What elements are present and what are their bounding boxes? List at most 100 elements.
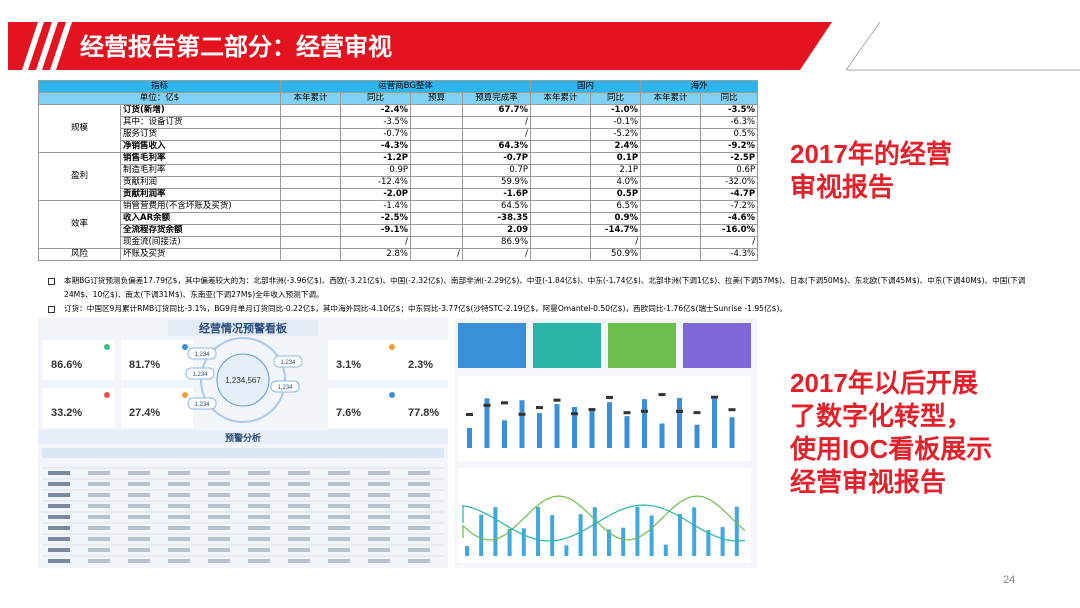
value-cell: -0.7P [462, 152, 532, 165]
value-cell: / [700, 236, 759, 249]
value-cell [280, 176, 342, 189]
value-cell: -4.3% [700, 248, 759, 261]
cell-text [208, 515, 230, 519]
cell-text [168, 493, 190, 497]
value-cell [410, 116, 464, 129]
deco-bar [694, 424, 700, 448]
kpi-dot [182, 392, 188, 398]
value-cell [640, 140, 702, 153]
cell-text [408, 526, 430, 530]
tabs [42, 448, 444, 458]
value-cell [410, 164, 464, 177]
side-line: 使用IOC看板展示 [790, 434, 993, 464]
cell-text [328, 515, 350, 519]
badge [187, 347, 217, 360]
badge [270, 380, 300, 393]
value-cell: -0.1% [590, 116, 642, 129]
kpi-value: 33.2% [51, 407, 82, 419]
note: 本期BG订货预测负偏差17.79亿$，其中偏差较大的为：北部非洲(-3.96亿$… [48, 274, 1048, 302]
value-cell: / [590, 236, 642, 249]
deco-bar [720, 527, 725, 556]
value-cell: 86.9% [462, 236, 532, 249]
cell-text [88, 482, 110, 486]
badge [187, 397, 217, 410]
value-cell [640, 104, 702, 117]
note-text: 订货：中国区9月累计RMB订货同比-3.1%，BG9月单月订货同比-0.22亿$… [64, 304, 787, 313]
value-cell: -14.7% [590, 224, 642, 237]
cell-text [288, 504, 310, 508]
value-cell: 67.7% [462, 104, 532, 117]
cell-text [168, 526, 190, 530]
deco-bar [578, 514, 583, 556]
kpi-card [328, 388, 400, 428]
deco-bar [536, 506, 540, 556]
header-cell: 海外 [640, 80, 759, 93]
value-cell [410, 176, 464, 189]
ring [216, 353, 270, 407]
value-cell [280, 140, 342, 153]
cell-text [288, 471, 310, 475]
cell-text [328, 504, 350, 508]
table-row: 全流程存货余额 -9.1% 2.09 -14.7% -16.0% [39, 224, 759, 237]
cell-text [88, 504, 110, 508]
card [683, 323, 751, 368]
value-cell: 0.5% [700, 128, 759, 141]
header-cell: 指标 [37, 80, 282, 93]
value-cell: 2.09 [462, 224, 532, 237]
deco-bar [507, 528, 512, 556]
cell-text [48, 471, 70, 475]
cell-text [128, 504, 150, 508]
cell-text [48, 537, 70, 541]
cell-text [48, 493, 70, 497]
row-label: 订货(新增) [119, 104, 282, 117]
cell-text [208, 526, 230, 530]
side-line: 2017年以后开展 [790, 368, 978, 398]
cell-text [328, 559, 350, 563]
deco-tick [658, 393, 666, 397]
value-cell [640, 212, 702, 225]
value-cell: / [340, 236, 412, 249]
cell-text [88, 515, 110, 519]
deco-bar [592, 507, 597, 556]
header-cell: 同比 [700, 92, 759, 105]
deco-bar [607, 529, 611, 556]
stripe [50, 22, 72, 70]
side-line: 了数字化转型， [790, 401, 973, 431]
kpi-value: 86.6% [51, 359, 82, 371]
kpi-dot [389, 344, 395, 350]
cell-text [368, 537, 390, 541]
value-cell: -4.7P [700, 188, 759, 201]
value-cell: 2.4% [590, 140, 642, 153]
cell-text [368, 515, 390, 519]
table-row: 贡献利润 -12.4% 59.9% 4.0% -32.0% [39, 176, 759, 189]
cell-text [408, 559, 430, 563]
kpi-card [400, 340, 448, 380]
cell-text [168, 537, 190, 541]
cell-text [128, 515, 150, 519]
value-cell [530, 224, 592, 237]
cell-text [128, 526, 150, 530]
deco-tick [553, 398, 561, 402]
cell-text [48, 504, 70, 508]
deco-bar [493, 507, 498, 556]
value-cell: 0.6P [700, 164, 759, 177]
value-cell: -32.0% [700, 176, 759, 189]
cell-text [168, 515, 190, 519]
cell-text [88, 537, 110, 541]
value-cell [280, 152, 342, 165]
deco-tick [641, 409, 648, 413]
cell-text [88, 471, 110, 475]
value-cell [530, 128, 592, 141]
value-cell: -2.0P [340, 188, 412, 201]
value-cell: -6.3% [700, 116, 759, 129]
dashboard-right [455, 318, 757, 568]
cell-text [48, 548, 70, 552]
title-bar [168, 320, 318, 336]
cell-text [208, 504, 230, 508]
value-cell [530, 140, 592, 153]
value-cell [280, 116, 342, 129]
value-cell: -4.3% [340, 140, 412, 153]
cell-text [408, 537, 430, 541]
badge-value: 1,234 [280, 360, 296, 366]
deco-tick [728, 408, 736, 412]
